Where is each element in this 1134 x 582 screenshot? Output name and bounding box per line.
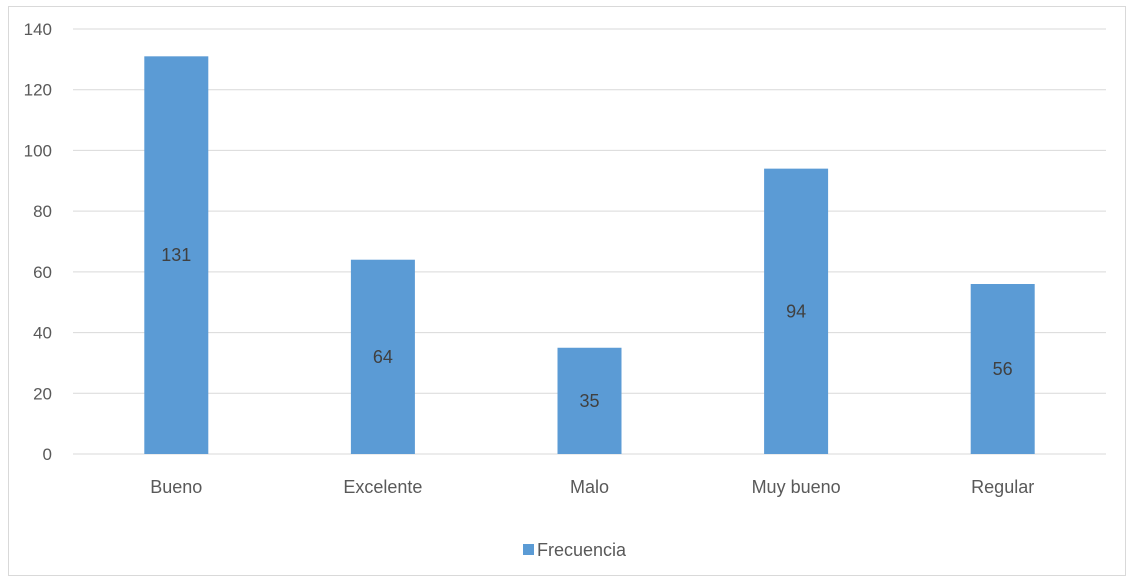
x-axis-category-labels: Bueno Excelente Malo Muy bueno Regular	[150, 477, 1034, 497]
y-tick-label: 20	[33, 384, 52, 403]
y-tick-label: 80	[33, 202, 52, 221]
gridlines	[73, 28, 1106, 455]
x-category-label: Bueno	[150, 477, 202, 497]
y-tick-label: 0	[43, 445, 52, 464]
data-labels: 131 64 35 94 56	[161, 245, 1012, 411]
bar-bueno	[144, 56, 209, 454]
y-tick-label: 140	[24, 20, 52, 39]
y-tick-label: 100	[24, 141, 52, 160]
x-category-label: Malo	[570, 477, 609, 497]
legend-label-frecuencia: Frecuencia	[537, 540, 627, 560]
y-tick-label: 60	[33, 263, 52, 282]
data-label: 35	[579, 391, 599, 411]
legend: Frecuencia	[523, 540, 627, 560]
legend-swatch-frecuencia	[523, 544, 534, 555]
bar-regular	[970, 284, 1035, 454]
x-category-label: Muy bueno	[752, 477, 841, 497]
bar-malo	[557, 347, 622, 454]
bar-muy-bueno	[764, 168, 829, 454]
data-label: 131	[161, 245, 191, 265]
data-label: 56	[993, 359, 1013, 379]
data-label: 64	[373, 347, 393, 367]
bar-excelente	[350, 259, 415, 454]
x-category-label: Regular	[971, 477, 1034, 497]
y-tick-label: 40	[33, 324, 52, 343]
x-category-label: Excelente	[343, 477, 422, 497]
data-label: 94	[786, 301, 806, 321]
y-tick-label: 120	[24, 81, 52, 100]
bars	[144, 56, 1035, 454]
y-axis-tick-labels: 0 20 40 60 80 100 120 140	[24, 20, 52, 464]
